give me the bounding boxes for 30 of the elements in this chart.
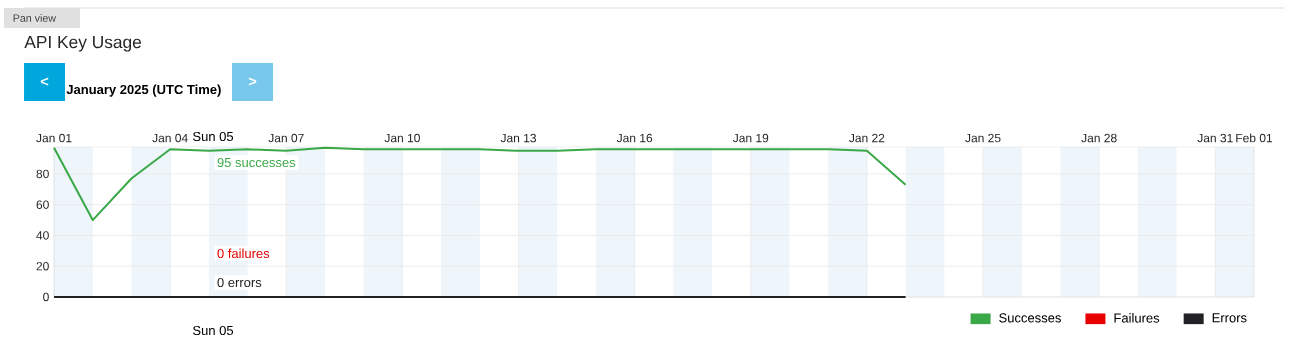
text: > (248, 77, 257, 86)
text: Pan view (13, 14, 57, 22)
x-tick-label: Jan 13 (500, 133, 536, 143)
text: < (40, 77, 49, 86)
x-tick-label: Jan 01 (36, 133, 72, 143)
annotation: 0 errors (217, 277, 262, 288)
y-tick-label: 60 (36, 200, 49, 209)
y-tick-label: 40 (36, 231, 49, 240)
x-tick-label: Jan 31 (1197, 133, 1233, 143)
legend-label: Errors (1212, 313, 1247, 323)
x-tick-label: Jan 28 (1081, 133, 1117, 143)
y-tick-label: 20 (36, 261, 49, 271)
annotation: 95 successes (217, 157, 296, 168)
text: Sun 05 (193, 325, 234, 336)
x-tick-label: Jan 22 (849, 133, 885, 143)
legend-label: Failures (1114, 313, 1160, 323)
x-tick-label: Feb 01 (1236, 133, 1273, 143)
x-tick-label: Jan 04 (152, 133, 188, 143)
chart-subtitle: January 2025 (UTC Time) (66, 84, 221, 97)
x-tick-label: Jan 25 (965, 133, 1001, 143)
x-tick-label: Jan 10 (384, 133, 420, 143)
y-tick-label: 80 (36, 169, 49, 179)
x-tick-label: Jan 07 (268, 133, 304, 143)
y-tick-label: 0 (43, 292, 49, 302)
x-tick-label: Jan 16 (616, 133, 653, 143)
legend-label: Successes (999, 313, 1061, 323)
text: Sun 05 (193, 131, 234, 142)
x-tick-label: Jan 19 (732, 133, 769, 143)
annotation: 0 failures (217, 248, 270, 259)
chart-title: API Key Usage (24, 36, 142, 52)
